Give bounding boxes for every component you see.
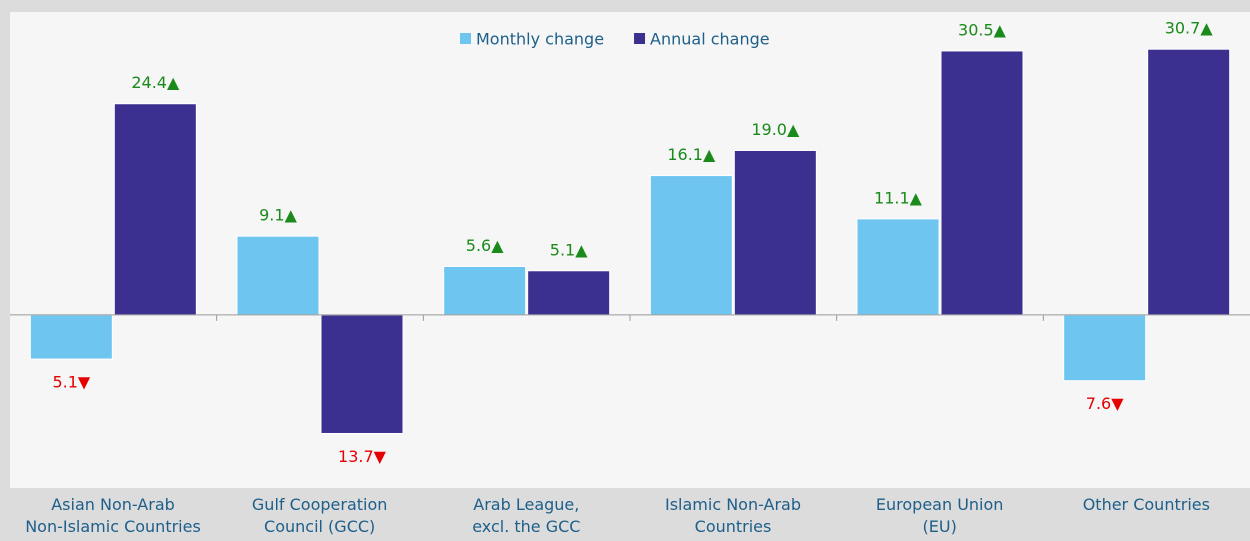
legend-label: Monthly change — [476, 30, 604, 49]
data-label: 11.1▲ — [874, 188, 923, 207]
bar — [320, 314, 404, 434]
x-tick-label: European Union (EU) — [875, 495, 1004, 536]
x-tick-label: Other Countries — [1082, 495, 1210, 514]
data-label: 5.1▼ — [52, 373, 90, 392]
data-label: 16.1▲ — [667, 145, 716, 164]
bar — [1063, 314, 1147, 382]
legend-swatch — [634, 33, 646, 44]
data-label: 9.1▲ — [259, 206, 297, 225]
bar — [443, 265, 527, 316]
bar — [940, 50, 1024, 316]
legend-label: Annual change — [650, 30, 770, 49]
data-label: 5.1▲ — [550, 240, 588, 259]
bar — [856, 218, 940, 316]
plot-area — [10, 12, 1250, 488]
x-tick-label: Gulf Cooperation Council (GCC) — [251, 495, 388, 536]
x-tick-label: Arab League, excl. the GCC — [472, 495, 581, 536]
legend-swatch — [460, 33, 471, 44]
bar — [1147, 48, 1231, 316]
x-tick-label: Asian Non-Arab Non-Islamic Countries — [25, 495, 201, 536]
x-tick-label: Islamic Non-Arab Countries — [664, 495, 802, 536]
data-label: 30.5▲ — [958, 20, 1007, 39]
bar — [649, 175, 733, 316]
data-label: 30.7▲ — [1165, 19, 1214, 38]
bar — [236, 235, 320, 316]
data-label: 19.0▲ — [751, 120, 800, 139]
data-label: 13.7▼ — [338, 447, 387, 466]
bar — [527, 270, 611, 316]
data-label: 24.4▲ — [131, 73, 180, 92]
bar — [113, 103, 197, 316]
data-label: 7.6▼ — [1086, 394, 1124, 413]
bar — [29, 314, 113, 360]
bar — [733, 149, 817, 316]
data-label: 5.6▲ — [466, 236, 504, 255]
